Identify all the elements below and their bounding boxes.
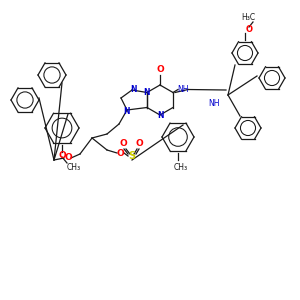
Text: N: N bbox=[130, 85, 136, 94]
Text: O: O bbox=[135, 139, 143, 148]
Text: S: S bbox=[128, 151, 136, 161]
Text: O: O bbox=[156, 65, 164, 74]
Text: O: O bbox=[245, 25, 253, 34]
Text: O: O bbox=[64, 154, 72, 163]
Text: CH₃: CH₃ bbox=[67, 164, 81, 172]
Text: NH: NH bbox=[208, 98, 220, 107]
Text: N: N bbox=[143, 88, 149, 97]
Text: NH: NH bbox=[177, 85, 189, 94]
Text: O: O bbox=[116, 148, 124, 158]
Text: H₃C: H₃C bbox=[241, 13, 255, 22]
Text: O: O bbox=[119, 139, 127, 148]
Text: CH₃: CH₃ bbox=[174, 163, 188, 172]
Text: N: N bbox=[123, 106, 129, 116]
Text: N: N bbox=[157, 112, 163, 121]
Text: O: O bbox=[58, 151, 66, 160]
